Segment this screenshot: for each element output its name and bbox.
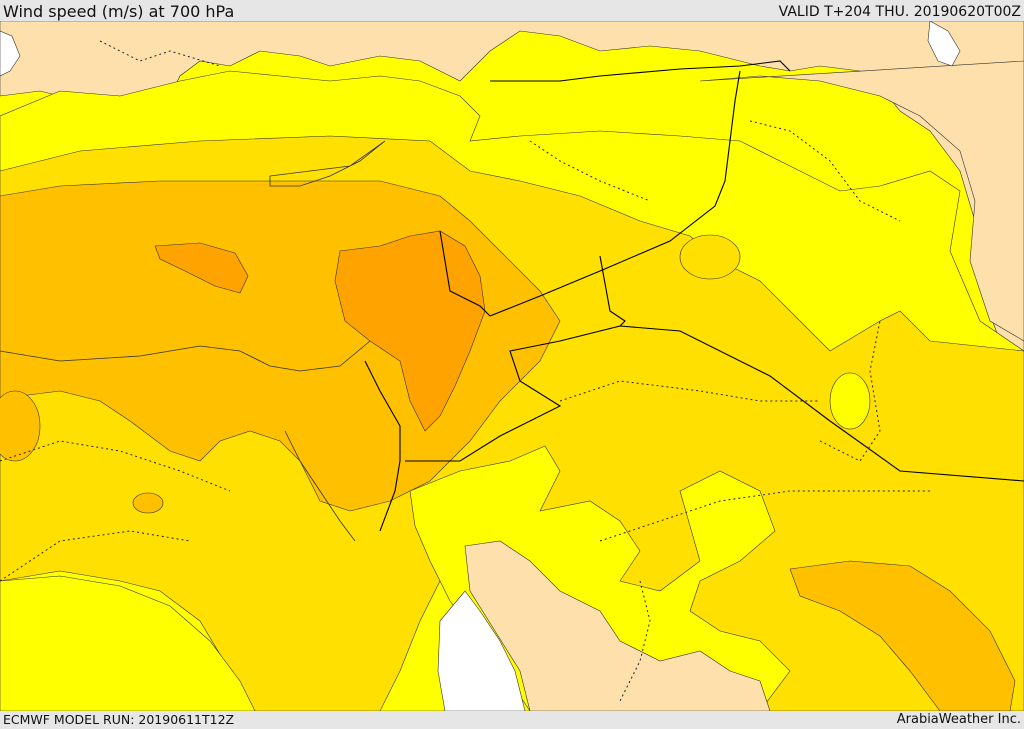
field-orange-core xyxy=(334,230,486,432)
valid-time-label: VALID T+204 THU. 20190620T00Z xyxy=(778,4,1021,20)
field-amber-blob-2 xyxy=(0,390,41,462)
sea-red-sea xyxy=(437,590,526,711)
model-run-label: ECMWF MODEL RUN: 20190611T12Z xyxy=(3,712,235,727)
field-lowwind-north xyxy=(0,21,1024,352)
coastlines xyxy=(0,140,386,542)
credit-label: ArabiaWeather Inc. xyxy=(896,712,1021,727)
field-gold-blob-1 xyxy=(679,234,741,280)
province-borders xyxy=(0,40,930,702)
field-lowwind-south xyxy=(464,540,771,711)
sea-aegean xyxy=(0,30,21,77)
footer-bar: ECMWF MODEL RUN: 20190611T12Z ArabiaWeat… xyxy=(0,711,1024,729)
country-borders xyxy=(364,60,1024,532)
field-amber-blob-1 xyxy=(132,492,164,514)
title-bar: Wind speed (m/s) at 700 hPa VALID T+204 … xyxy=(0,0,1024,21)
field-amber-east xyxy=(789,560,1016,711)
field-lowwind-east xyxy=(699,60,1024,342)
field-orange-west xyxy=(154,242,249,294)
field-yellow-south xyxy=(0,575,256,711)
wind-speed-map xyxy=(0,21,1024,711)
sea-caspian xyxy=(927,21,961,67)
map-title: Wind speed (m/s) at 700 hPa xyxy=(3,2,235,21)
map-canvas xyxy=(0,21,1024,711)
field-yellow-blob-1 xyxy=(829,372,871,430)
